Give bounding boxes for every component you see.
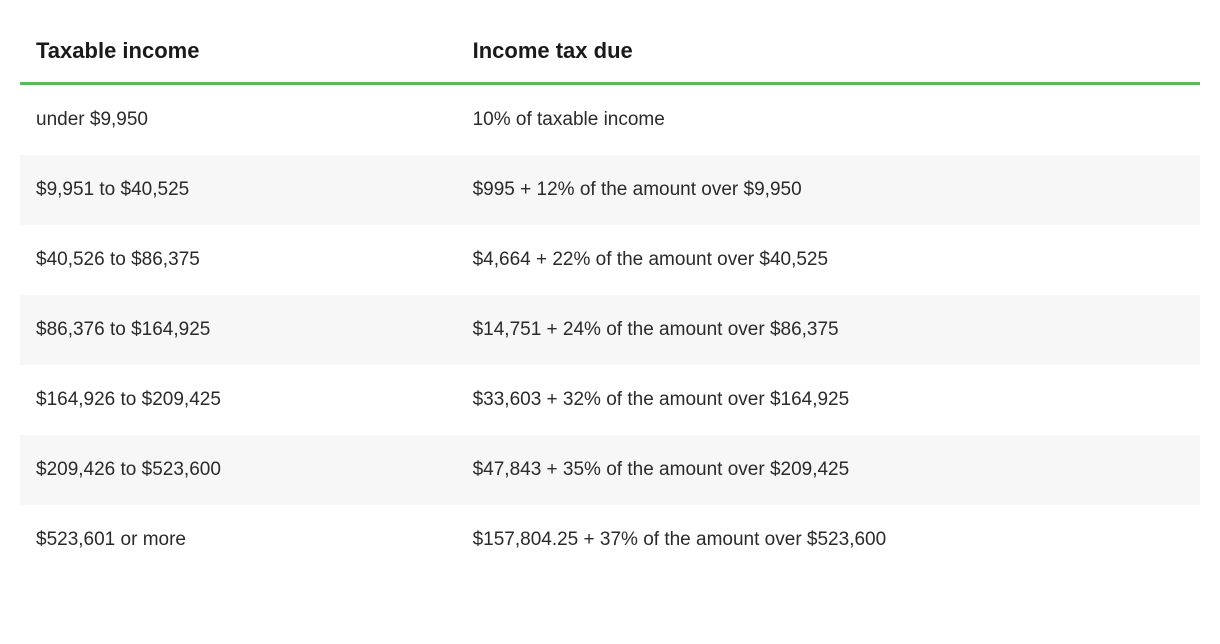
cell-taxable-income: $523,601 or more: [20, 505, 457, 575]
column-header-income-tax-due: Income tax due: [457, 20, 1200, 84]
table-header-row: Taxable income Income tax due: [20, 20, 1200, 84]
table-row: $40,526 to $86,375 $4,664 + 22% of the a…: [20, 225, 1200, 295]
cell-taxable-income: $40,526 to $86,375: [20, 225, 457, 295]
cell-tax-due: $995 + 12% of the amount over $9,950: [457, 155, 1200, 225]
table-row: $164,926 to $209,425 $33,603 + 32% of th…: [20, 365, 1200, 435]
table-row: $9,951 to $40,525 $995 + 12% of the amou…: [20, 155, 1200, 225]
cell-tax-due: $14,751 + 24% of the amount over $86,375: [457, 295, 1200, 365]
cell-taxable-income: under $9,950: [20, 84, 457, 156]
table-row: $209,426 to $523,600 $47,843 + 35% of th…: [20, 435, 1200, 505]
tax-brackets-table: Taxable income Income tax due under $9,9…: [20, 20, 1200, 575]
cell-tax-due: 10% of taxable income: [457, 84, 1200, 156]
table-row: under $9,950 10% of taxable income: [20, 84, 1200, 156]
cell-taxable-income: $9,951 to $40,525: [20, 155, 457, 225]
cell-tax-due: $33,603 + 32% of the amount over $164,92…: [457, 365, 1200, 435]
table-row: $86,376 to $164,925 $14,751 + 24% of the…: [20, 295, 1200, 365]
cell-taxable-income: $86,376 to $164,925: [20, 295, 457, 365]
cell-taxable-income: $164,926 to $209,425: [20, 365, 457, 435]
cell-tax-due: $47,843 + 35% of the amount over $209,42…: [457, 435, 1200, 505]
cell-taxable-income: $209,426 to $523,600: [20, 435, 457, 505]
column-header-taxable-income: Taxable income: [20, 20, 457, 84]
cell-tax-due: $4,664 + 22% of the amount over $40,525: [457, 225, 1200, 295]
cell-tax-due: $157,804.25 + 37% of the amount over $52…: [457, 505, 1200, 575]
table-row: $523,601 or more $157,804.25 + 37% of th…: [20, 505, 1200, 575]
